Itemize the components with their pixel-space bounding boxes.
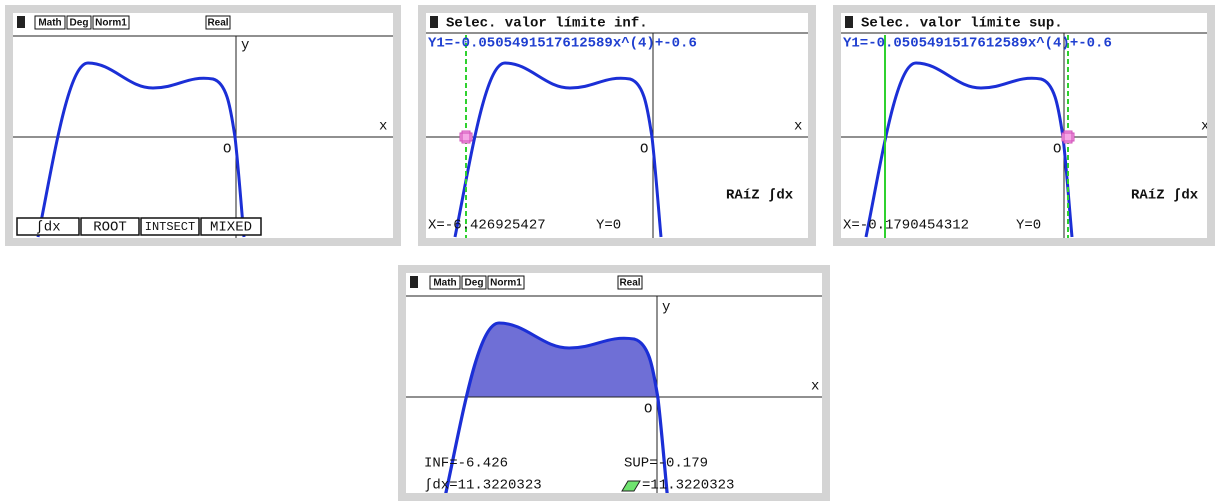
menu-hint: RAíZ ∫dx <box>1131 188 1199 204</box>
y-readout: Y=0 <box>596 218 621 234</box>
display: Selec. valor límite inf. x O Y1=-0.05054… <box>426 13 808 238</box>
area-value: =11.3220323 <box>642 478 734 493</box>
axis-label: x <box>1201 119 1207 135</box>
integral-value: ∫dx=11.3220323 <box>424 478 542 493</box>
menu-hint: RAíZ ∫dx <box>726 188 794 204</box>
battery-icon <box>410 276 418 288</box>
status: Norm1 <box>490 278 522 289</box>
display: Math Deg Norm1 Real y x O INF=-6.426 SUP… <box>406 273 822 493</box>
origin-label: O <box>223 142 231 158</box>
axis-label: x <box>794 119 802 135</box>
function: Y1=-0.0505491517612589x^(4)+-0.6 <box>843 36 1112 52</box>
battery-icon <box>17 16 25 28</box>
axis-label: y <box>662 300 670 316</box>
status: Norm1 <box>95 18 127 29</box>
cursor <box>460 131 472 143</box>
battery-icon <box>430 16 438 28</box>
function-menu: ∫dx ROOT INTSECT MIXED <box>17 218 261 236</box>
cursor <box>1062 131 1074 143</box>
screen: Math Deg Norm1 Real y x O INF=-6.426 SUP… <box>398 265 830 501</box>
status-bar: Math Deg Norm1 Real <box>430 276 642 289</box>
origin-label: O <box>644 402 652 418</box>
axis-label: x <box>379 119 387 135</box>
menu-label: MIXED <box>210 220 252 236</box>
menu-label: ∫dx <box>35 220 60 236</box>
status: Real <box>619 278 640 289</box>
area-icon <box>622 481 640 491</box>
status: Math <box>38 18 61 29</box>
curve <box>866 63 1072 237</box>
screen: Math Deg Norm1 Real y x O ∫dx ROOT INTSE… <box>5 5 401 246</box>
origin-label: O <box>640 142 648 158</box>
battery-icon <box>845 16 853 28</box>
screen: Selec. valor límite sup. x O Y1=-0.05054… <box>833 5 1215 246</box>
page: Math Deg Norm1 Real y x O ∫dx ROOT INTSE… <box>0 0 1217 501</box>
display: Selec. valor límite sup. x O Y1=-0.05054… <box>841 13 1207 238</box>
axis-label: y <box>241 38 249 54</box>
menu-label: INTSECT <box>145 220 195 234</box>
display: Math Deg Norm1 Real y x O ∫dx ROOT INTSE… <box>13 13 393 238</box>
status: Real <box>207 18 228 29</box>
menu-label: ROOT <box>93 220 127 236</box>
curve <box>455 63 661 237</box>
upper-limit: SUP=-0.179 <box>624 456 708 472</box>
origin-label: O <box>1053 142 1061 158</box>
status: Deg <box>465 278 484 289</box>
axis-label: x <box>811 379 819 395</box>
function: Y1=-0.0505491517612589x^(4)+-0.6 <box>428 36 697 52</box>
x-readout: X=-6.426925427 <box>428 218 546 234</box>
lower-limit: INF=-6.426 <box>424 456 508 472</box>
x-readout: X=-0.1790454312 <box>843 218 969 234</box>
y-readout: Y=0 <box>1016 218 1041 234</box>
status-bar: Math Deg Norm1 Real <box>35 16 230 29</box>
status: Math <box>433 278 456 289</box>
prompt: Selec. valor límite sup. <box>861 16 1063 32</box>
prompt: Selec. valor límite inf. <box>446 16 648 32</box>
status: Deg <box>70 18 89 29</box>
curve <box>38 63 244 237</box>
screen: Selec. valor límite inf. x O Y1=-0.05054… <box>418 5 816 246</box>
